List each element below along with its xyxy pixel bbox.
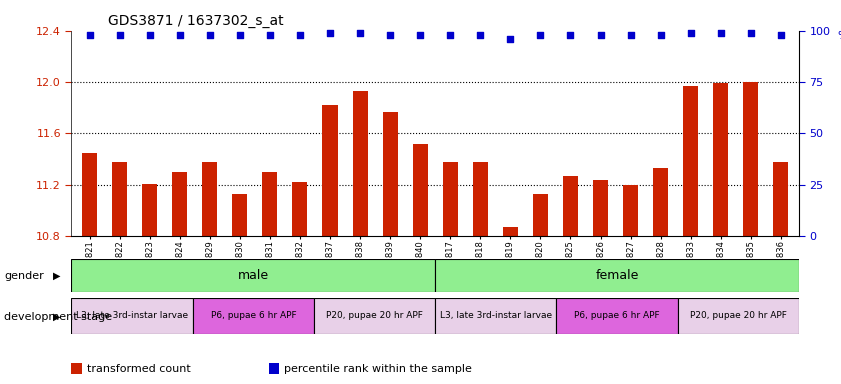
Text: ▶: ▶ [53, 312, 60, 322]
Bar [593, 180, 608, 236]
Text: L3, late 3rd-instar larvae: L3, late 3rd-instar larvae [76, 311, 188, 320]
Bar [436, 298, 557, 334]
Bar [623, 185, 638, 236]
Bar [774, 162, 788, 236]
Bar [202, 162, 217, 236]
Bar [112, 162, 127, 236]
Bar [436, 259, 799, 292]
Bar [413, 144, 428, 236]
Bar [678, 298, 799, 334]
Bar [314, 298, 436, 334]
Point [443, 32, 457, 38]
Bar [743, 82, 759, 236]
Text: P6, pupae 6 hr APF: P6, pupae 6 hr APF [574, 311, 660, 320]
Point [323, 30, 336, 36]
Text: P20, pupae 20 hr APF: P20, pupae 20 hr APF [690, 311, 787, 320]
Text: transformed count: transformed count [87, 364, 190, 374]
Point [263, 32, 277, 38]
Bar [533, 194, 548, 236]
Bar [172, 172, 188, 236]
Text: female: female [595, 269, 639, 282]
Bar [232, 194, 247, 236]
Text: P6, pupae 6 hr APF: P6, pupae 6 hr APF [210, 311, 296, 320]
Bar [352, 91, 368, 236]
Point [563, 32, 577, 38]
Point [624, 32, 637, 38]
Point [353, 30, 367, 36]
Bar [557, 298, 678, 334]
Bar [683, 86, 698, 236]
Point [203, 32, 216, 38]
Bar [262, 172, 278, 236]
Text: ▶: ▶ [53, 271, 60, 281]
Point [714, 30, 727, 36]
Point [82, 32, 96, 38]
Point [113, 32, 126, 38]
Point [534, 32, 547, 38]
Text: percentile rank within the sample: percentile rank within the sample [284, 364, 472, 374]
Point [294, 32, 307, 38]
Bar [82, 153, 97, 236]
Text: P20, pupae 20 hr APF: P20, pupae 20 hr APF [326, 311, 423, 320]
Bar [653, 168, 669, 236]
Text: development stage: development stage [4, 312, 113, 322]
Text: gender: gender [4, 271, 44, 281]
Point [744, 30, 758, 36]
Bar [322, 105, 337, 236]
Bar [473, 162, 488, 236]
Point [684, 30, 697, 36]
Text: GDS3871 / 1637302_s_at: GDS3871 / 1637302_s_at [108, 14, 283, 28]
Text: male: male [238, 269, 269, 282]
Bar [563, 176, 578, 236]
Text: %: % [838, 31, 841, 41]
Bar [442, 162, 458, 236]
Point [654, 32, 668, 38]
Point [143, 32, 156, 38]
Bar [142, 184, 157, 236]
Bar [713, 83, 728, 236]
Point [233, 32, 246, 38]
Point [383, 32, 397, 38]
Point [594, 32, 607, 38]
Bar [383, 112, 398, 236]
Bar [193, 298, 314, 334]
Point [775, 32, 788, 38]
Bar [293, 182, 308, 236]
Bar [71, 259, 436, 292]
Text: L3, late 3rd-instar larvae: L3, late 3rd-instar larvae [440, 311, 552, 320]
Bar [503, 227, 518, 236]
Bar [71, 298, 193, 334]
Point [414, 32, 427, 38]
Point [473, 32, 487, 38]
Point [504, 36, 517, 42]
Point [173, 32, 187, 38]
